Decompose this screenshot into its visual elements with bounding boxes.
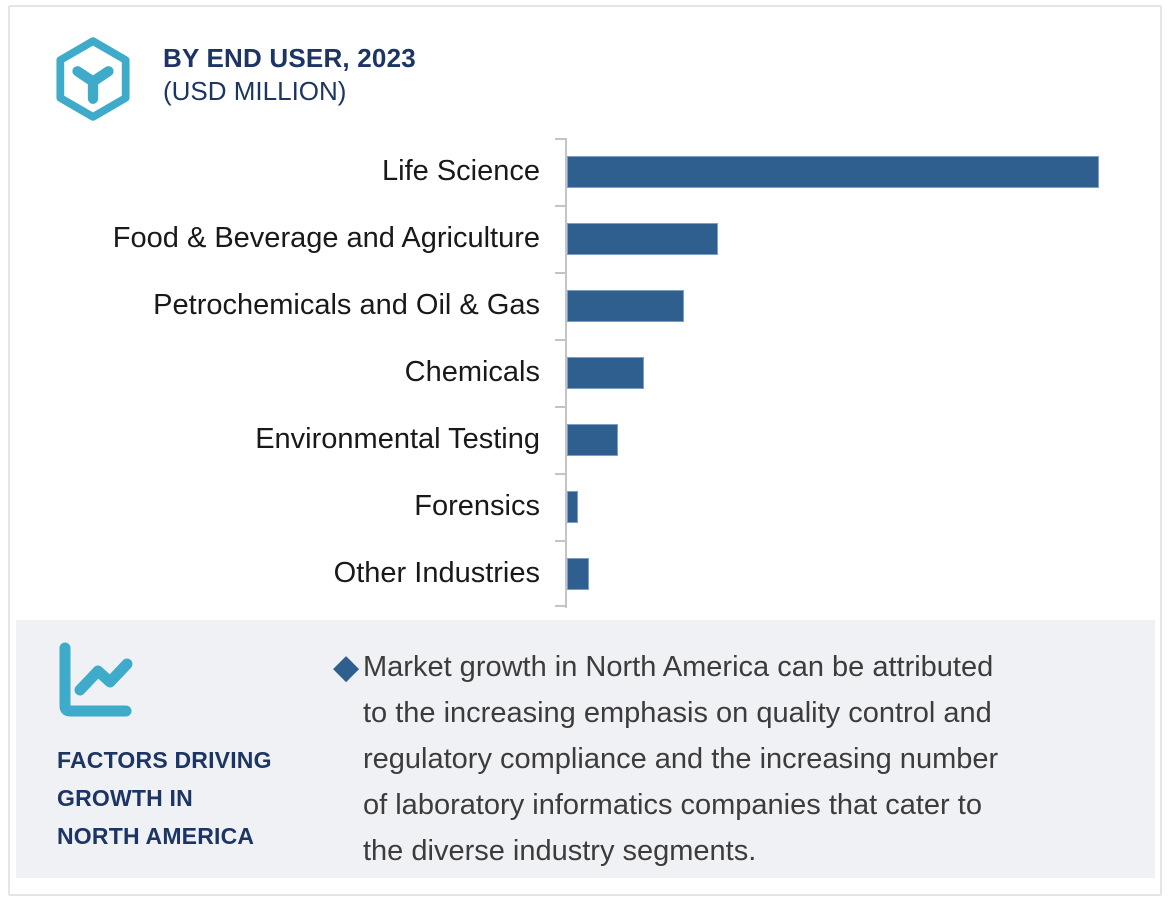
category-label: Food & Beverage and Agriculture xyxy=(112,222,540,254)
chart-title: BY END USER, 2023 (USD MILLION) xyxy=(163,42,416,108)
category-label: Forensics xyxy=(414,490,540,522)
panel-heading: FACTORS DRIVING GROWTH IN NORTH AMERICA xyxy=(57,747,272,849)
chart-row: Other Industries xyxy=(0,540,1170,607)
bar-chart: Life Science Food & Beverage and Agricult… xyxy=(0,138,1170,608)
bar-forensics xyxy=(567,490,578,523)
axis-tick xyxy=(555,473,566,475)
category-label: Chemicals xyxy=(404,356,540,388)
axis-tick xyxy=(555,605,566,607)
category-label: Life Science xyxy=(382,155,540,187)
axis-tick xyxy=(555,406,566,408)
bar-food-beverage-and-agriculture xyxy=(567,222,718,255)
axis-tick xyxy=(555,339,566,341)
line-chart-icon xyxy=(59,642,133,717)
chart-row: Petrochemicals and Oil & Gas xyxy=(0,272,1170,339)
bar-petrochemicals-and-oil-gas xyxy=(567,289,684,322)
bar-other-industries xyxy=(567,557,589,590)
axis-tick xyxy=(555,540,566,542)
axis-tick xyxy=(555,138,566,140)
hexagon-logo-icon xyxy=(56,37,130,121)
chart-row: Life Science xyxy=(0,138,1170,205)
bullet-item: ◆ Market growth in North America can be … xyxy=(333,644,1145,874)
chart-row: Forensics xyxy=(0,473,1170,540)
chart-row: Food & Beverage and Agriculture xyxy=(0,205,1170,272)
chart-row: Environmental Testing xyxy=(0,406,1170,473)
chart-title-line1: BY END USER, 2023 xyxy=(163,43,416,73)
bullet-text: Market growth in North America can be at… xyxy=(363,651,999,867)
chart-row: Chemicals xyxy=(0,339,1170,406)
y-axis-line xyxy=(565,138,567,608)
category-label: Environmental Testing xyxy=(255,423,540,455)
bar-environmental-testing xyxy=(567,423,618,456)
category-label: Petrochemicals and Oil & Gas xyxy=(153,289,540,321)
bar-chemicals xyxy=(567,356,644,389)
axis-tick xyxy=(555,272,566,274)
diamond-bullet-icon: ◆ xyxy=(333,648,360,686)
chart-title-line2: (USD MILLION) xyxy=(163,76,347,106)
axis-tick xyxy=(555,205,566,207)
bar-life-science xyxy=(567,155,1099,188)
category-label: Other Industries xyxy=(333,557,540,589)
info-panel: FACTORS DRIVING GROWTH IN NORTH AMERICA … xyxy=(16,620,1155,878)
